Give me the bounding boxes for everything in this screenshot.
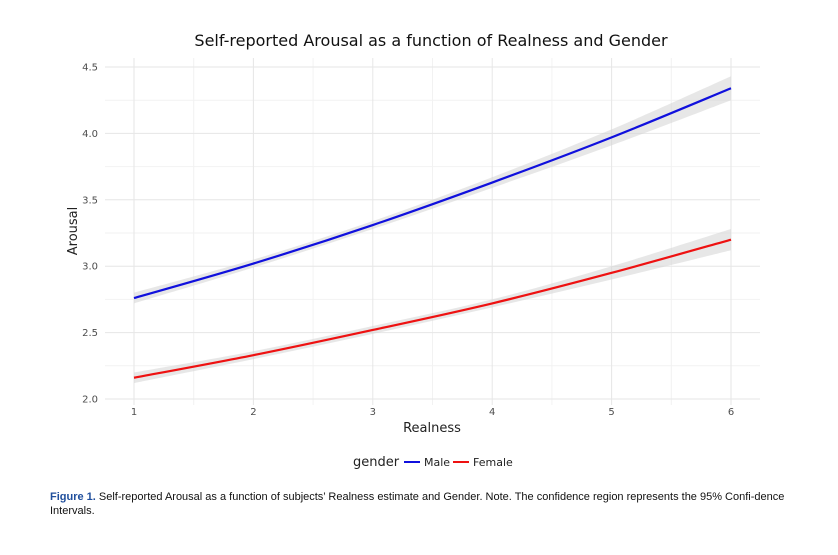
legend-title: gender — [353, 455, 400, 470]
y-tick-label: 4.5 — [82, 63, 98, 74]
tick-labels: 1 2 3 4 5 6 2.0 2.5 3.0 3.5 4.0 4.5 — [82, 63, 734, 419]
y-axis-title: Arousal — [66, 207, 81, 256]
y-tick-label: 2.5 — [82, 328, 98, 339]
caption-label: Figure 1. — [50, 491, 96, 503]
chart: 1 2 3 4 5 6 2.0 2.5 3.0 3.5 4.0 4.5 Self-reported A… — [66, 31, 760, 470]
chart-title: Self-reported Arousal as a function of R… — [194, 31, 668, 50]
y-tick-label: 2.0 — [82, 395, 98, 406]
x-axis-title: Realness — [403, 421, 461, 436]
y-tick-label: 4.0 — [82, 129, 98, 140]
x-tick-label: 4 — [489, 407, 495, 418]
x-tick-label: 2 — [250, 407, 256, 418]
series-line-female — [133, 238, 732, 379]
series-lines — [133, 87, 732, 379]
y-tick-label: 3.5 — [82, 195, 98, 206]
x-tick-label: 3 — [370, 407, 376, 418]
y-tick-label: 3.0 — [82, 262, 98, 273]
legend: gender Male Female — [353, 455, 513, 470]
x-tick-label: 1 — [131, 407, 137, 418]
legend-label-male: Male — [424, 456, 450, 469]
series-line-male — [133, 87, 732, 300]
caption-text: Self-reported Arousal as a function of s… — [50, 491, 785, 517]
legend-label-female: Female — [473, 456, 513, 469]
figure-caption: Figure 1. Self-reported Arousal as a fun… — [50, 490, 790, 518]
x-tick-label: 5 — [608, 407, 614, 418]
x-tick-label: 6 — [728, 407, 734, 418]
